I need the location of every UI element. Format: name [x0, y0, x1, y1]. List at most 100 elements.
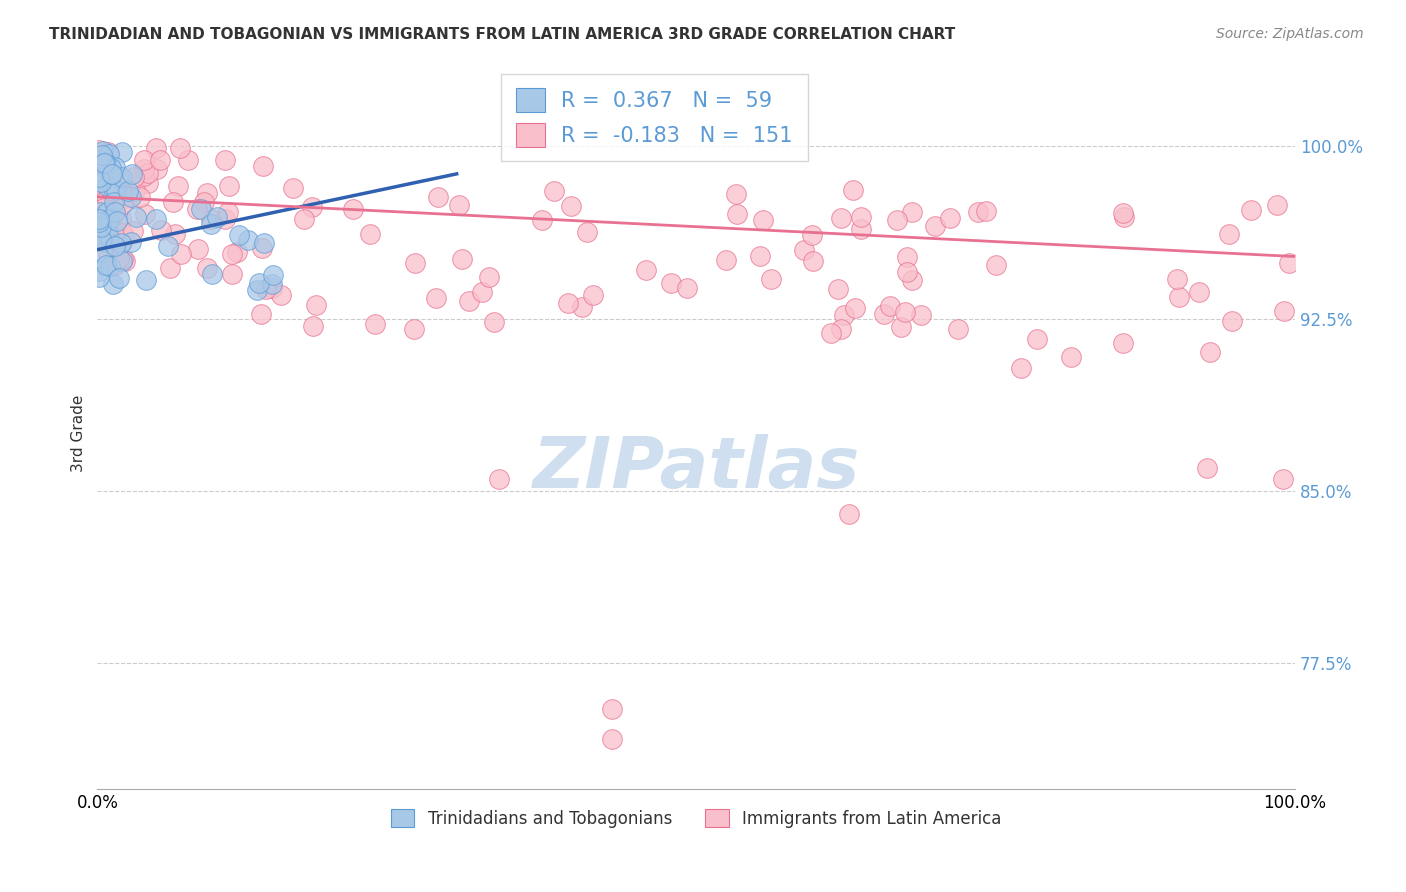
Point [1272, 472, 1295, 486]
Point [91, 147, 114, 161]
Point [107, 213, 129, 227]
Point [714, 252, 737, 267]
Point [894, 305, 917, 319]
Point [134, 207, 156, 221]
Point [1114, 211, 1136, 225]
Point [93, 235, 115, 249]
Point [250, 307, 273, 321]
Point [104, 205, 127, 219]
Point [117, 184, 139, 198]
Point [149, 223, 172, 237]
Point [890, 320, 912, 334]
Point [110, 186, 132, 201]
Point [1198, 345, 1220, 359]
Point [96, 192, 118, 206]
Point [110, 235, 132, 250]
Point [104, 183, 127, 197]
Point [101, 181, 124, 195]
Point [254, 282, 277, 296]
Point [115, 191, 138, 205]
Point [159, 260, 181, 275]
Point [939, 211, 962, 226]
Point [186, 202, 208, 217]
Point [87, 269, 110, 284]
Point [260, 277, 283, 291]
Point [111, 254, 134, 268]
Point [250, 242, 273, 256]
Point [226, 244, 249, 259]
Point [471, 285, 494, 299]
Point [93, 144, 115, 158]
Point [163, 227, 186, 241]
Point [114, 254, 136, 268]
Point [1188, 285, 1211, 299]
Legend: Trinidadians and Tobagonians, Immigrants from Latin America: Trinidadians and Tobagonians, Immigrants… [384, 803, 1008, 834]
Point [162, 195, 184, 210]
Point [873, 307, 896, 321]
Point [844, 301, 866, 315]
Point [93, 201, 115, 215]
Point [112, 229, 135, 244]
Point [104, 259, 127, 273]
Point [252, 159, 274, 173]
Point [1166, 272, 1188, 286]
Point [283, 181, 305, 195]
Point [849, 210, 872, 224]
Point [557, 296, 579, 310]
Point [827, 282, 849, 296]
Point [101, 167, 124, 181]
Point [96, 190, 118, 204]
Point [97, 229, 120, 244]
Text: Source: ZipAtlas.com: Source: ZipAtlas.com [1216, 27, 1364, 41]
Point [98, 259, 121, 273]
Point [305, 298, 328, 312]
Point [103, 253, 125, 268]
Point [100, 161, 122, 176]
Point [103, 195, 125, 210]
Point [145, 162, 167, 177]
Point [121, 167, 143, 181]
Point [195, 261, 218, 276]
Point [217, 204, 239, 219]
Point [426, 190, 449, 204]
Point [201, 268, 224, 282]
Point [120, 235, 142, 249]
Point [530, 213, 553, 227]
Point [89, 205, 111, 219]
Point [91, 208, 114, 222]
Point [207, 210, 229, 224]
Point [575, 225, 598, 239]
Point [87, 215, 110, 229]
Point [90, 232, 112, 246]
Point [87, 169, 110, 184]
Point [108, 251, 131, 265]
Point [974, 204, 997, 219]
Point [214, 212, 236, 227]
Point [108, 170, 131, 185]
Point [901, 204, 924, 219]
Point [134, 153, 156, 167]
Point [543, 185, 565, 199]
Point [93, 235, 115, 249]
Point [90, 219, 112, 234]
Point [246, 284, 269, 298]
Point [101, 210, 124, 224]
Point [110, 145, 132, 160]
Point [404, 256, 426, 270]
Point [262, 268, 284, 282]
Point [96, 258, 118, 272]
Point [986, 258, 1008, 272]
Point [145, 212, 167, 227]
Point [582, 288, 605, 302]
Point [820, 326, 842, 340]
Point [830, 322, 852, 336]
Point [967, 205, 990, 219]
Point [801, 254, 824, 268]
Point [602, 702, 624, 716]
Point [108, 271, 131, 285]
Point [111, 227, 134, 241]
Text: TRINIDADIAN AND TOBAGONIAN VS IMMIGRANTS FROM LATIN AMERICA 3RD GRADE CORRELATIO: TRINIDADIAN AND TOBAGONIAN VS IMMIGRANTS… [49, 27, 956, 42]
Point [759, 272, 782, 286]
Point [364, 317, 387, 331]
Point [1272, 304, 1295, 318]
